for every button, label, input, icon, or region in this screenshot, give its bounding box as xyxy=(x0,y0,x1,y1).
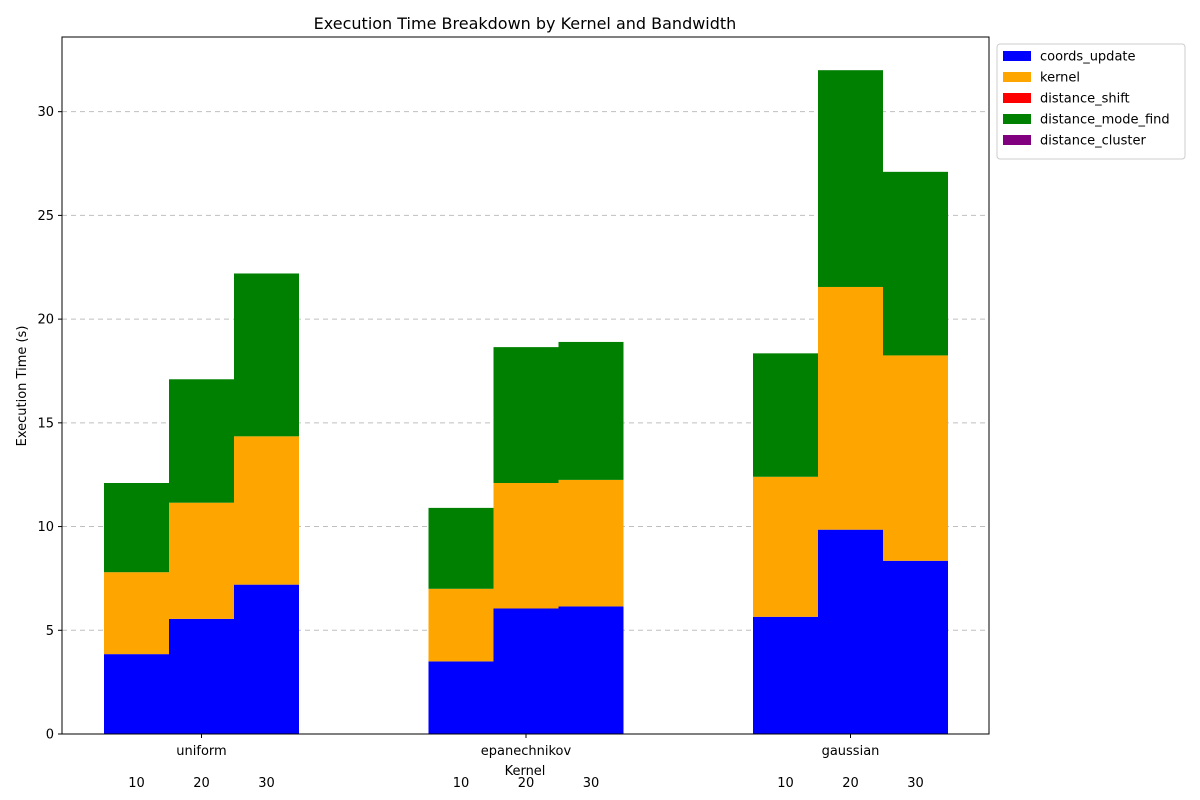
bar-coords_update xyxy=(883,560,948,734)
legend-frame xyxy=(996,43,1186,160)
bar-coords_update xyxy=(169,618,234,734)
bandwidth-label: 10 xyxy=(453,776,470,791)
x-axis-label: Kernel xyxy=(505,764,546,779)
y-tick-label: 30 xyxy=(37,105,54,120)
legend-swatch xyxy=(1003,114,1031,124)
x-axis: 10 20 30 uniform 10 20 30 epanechnikov 10 20 30 gau… xyxy=(128,734,924,791)
bandwidth-label: 30 xyxy=(258,776,275,791)
category-label: gaussian xyxy=(822,744,880,759)
bar-coords_update xyxy=(428,661,494,734)
bar-distance_mode_find xyxy=(818,70,883,287)
y-tick-label: 25 xyxy=(37,209,54,224)
y-tick-label: 10 xyxy=(37,520,54,535)
bar-kernel xyxy=(234,436,299,585)
bar-coords_update xyxy=(493,608,559,734)
bar-kernel xyxy=(104,572,169,655)
bar-coords_update xyxy=(818,529,883,734)
y-tick-label: 20 xyxy=(37,313,54,328)
legend-label: distance_mode_find xyxy=(1040,113,1170,128)
bar-coords_update xyxy=(104,654,169,734)
bar-distance_mode_find xyxy=(104,482,169,573)
legend-label: distance_cluster xyxy=(1040,134,1146,149)
category-label: epanechnikov xyxy=(481,744,572,759)
legend-swatch xyxy=(1003,72,1031,82)
bar-kernel xyxy=(558,479,624,607)
legend-label: distance_shift xyxy=(1040,92,1130,107)
bar-distance_mode_find xyxy=(558,341,624,480)
bar-kernel xyxy=(493,482,559,609)
bar-kernel xyxy=(883,355,948,561)
y-tick-label: 15 xyxy=(37,416,54,431)
category-label: uniform xyxy=(176,744,226,759)
bar-coords_update xyxy=(558,606,624,734)
bandwidth-label: 20 xyxy=(842,776,859,791)
bar-kernel xyxy=(169,502,234,619)
bandwidth-label: 30 xyxy=(907,776,924,791)
legend-label: coords_update xyxy=(1040,50,1136,65)
bandwidth-label: 10 xyxy=(128,776,145,791)
y-tick-label: 5 xyxy=(46,624,54,639)
bar-distance_mode_find xyxy=(493,347,559,483)
bar-kernel xyxy=(818,286,883,530)
bars xyxy=(104,70,948,734)
bar-coords_update xyxy=(234,584,299,734)
bar-distance_mode_find xyxy=(428,507,494,589)
y-axis: 0 5 10 15 20 25 30 xyxy=(37,105,62,743)
bar-distance_mode_find xyxy=(234,273,299,437)
bandwidth-label: 30 xyxy=(583,776,600,791)
bar-coords_update xyxy=(753,616,818,734)
chart-title: Execution Time Breakdown by Kernel and B… xyxy=(314,14,737,33)
bandwidth-label: 10 xyxy=(777,776,794,791)
bar-kernel xyxy=(428,588,494,662)
legend-swatch xyxy=(1003,93,1031,103)
legend-label: kernel xyxy=(1040,71,1080,86)
bar-distance_mode_find xyxy=(883,171,948,356)
y-axis-label: Execution Time (s) xyxy=(15,326,30,447)
bar-distance_mode_find xyxy=(169,379,234,503)
bar-kernel xyxy=(753,476,818,617)
legend-swatch xyxy=(1003,51,1031,61)
bar-distance_mode_find xyxy=(753,353,818,477)
legend-swatch xyxy=(1003,135,1031,145)
y-tick-label: 0 xyxy=(46,728,54,743)
bandwidth-label: 20 xyxy=(193,776,210,791)
bandwidth-label: 20 xyxy=(518,776,535,791)
